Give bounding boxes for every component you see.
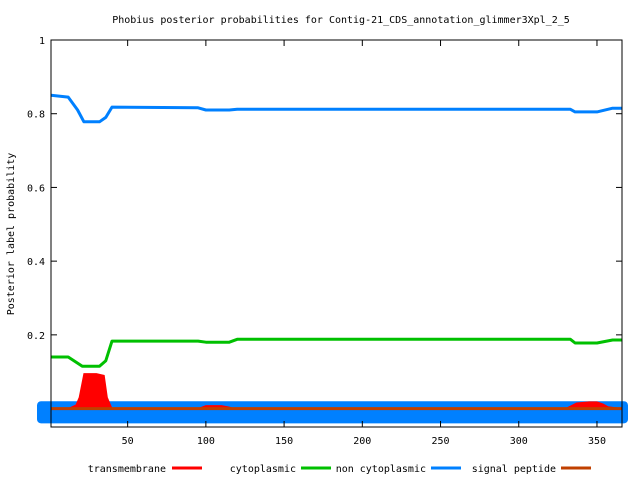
- y-tick-label-2: 0.6: [27, 183, 45, 194]
- x-tick-label-150: 150: [275, 436, 293, 447]
- legend-label-signal-peptide: signal peptide: [472, 464, 556, 475]
- legend: transmembrane cytoplasmic non cytoplasmic s…: [88, 464, 591, 475]
- topology-band: [37, 401, 628, 424]
- series-transmembrane-area: [51, 373, 623, 410]
- data-layer: [37, 93, 628, 424]
- x-tick-label-300: 300: [510, 436, 528, 447]
- y-tick-label-3: 0.8: [27, 110, 45, 121]
- y-tick-label-4: 1: [39, 36, 45, 47]
- legend-label-non-cytoplasmic: non cytoplasmic: [336, 464, 426, 475]
- legend-label-transmembrane: transmembrane: [88, 464, 166, 475]
- series-non-cytoplasmic-line: [50, 93, 622, 124]
- series-cytoplasmic-line: [51, 337, 622, 368]
- x-tick-label-100: 100: [197, 436, 215, 447]
- y-tick-label-1: 0.4: [27, 257, 45, 268]
- x-tick-label-50: 50: [122, 436, 134, 447]
- axes-layer: 50 100 150 200 250 300 350 0.2 0.4 0.6 0.8 1: [27, 36, 622, 447]
- y-tick-label-0: 0.2: [27, 331, 45, 342]
- chart-title: Phobius posterior probabilities for Cont…: [112, 15, 570, 26]
- x-tick-label-250: 250: [432, 436, 450, 447]
- x-tick-label-350: 350: [588, 436, 606, 447]
- y-axis-label: Posterior label probability: [6, 153, 17, 316]
- legend-label-cytoplasmic: cytoplasmic: [230, 464, 296, 475]
- plot-frame: [50, 39, 623, 428]
- x-tick-label-200: 200: [353, 436, 371, 447]
